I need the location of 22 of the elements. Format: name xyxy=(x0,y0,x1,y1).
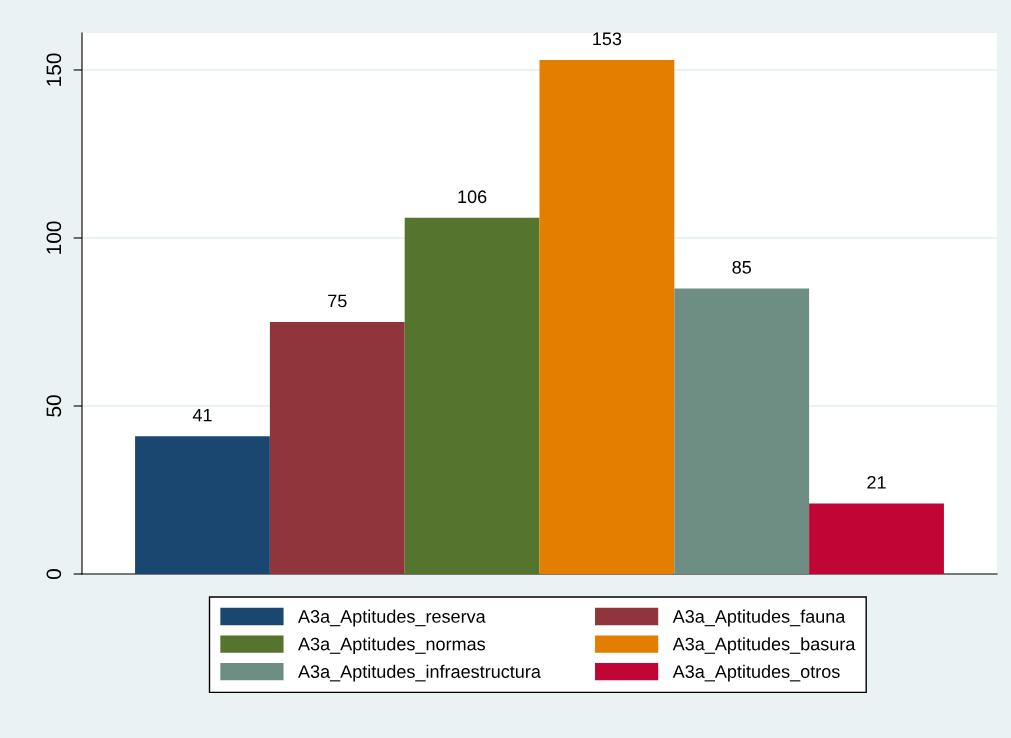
bar xyxy=(404,217,540,574)
y-tick-label: 150 xyxy=(46,53,62,86)
data-label: 41 xyxy=(192,408,212,422)
data-label: 85 xyxy=(732,260,751,274)
data-label: 153 xyxy=(593,32,622,46)
bar xyxy=(674,288,810,574)
data-label: 75 xyxy=(328,294,347,308)
bar xyxy=(269,321,405,574)
legend-label: A3a_Aptitudes_normas xyxy=(298,637,486,654)
y-tick-label: 50 xyxy=(46,395,62,417)
legend-label: A3a_Aptitudes_reserva xyxy=(298,609,486,627)
bar xyxy=(539,59,675,574)
y-tick-label: 0 xyxy=(46,569,62,579)
data-label: 106 xyxy=(458,190,487,204)
legend-label: A3a_Aptitudes_otros xyxy=(672,664,840,682)
data-label: 21 xyxy=(867,475,886,489)
bar xyxy=(809,503,944,574)
legend-label: A3a_Aptitudes_basura xyxy=(672,637,856,654)
bar xyxy=(135,436,270,574)
legend-label: A3a_Aptitudes_infraestructura xyxy=(298,664,541,682)
legend-label: A3a_Aptitudes_fauna xyxy=(672,609,846,627)
y-tick-label: 100 xyxy=(46,221,62,254)
